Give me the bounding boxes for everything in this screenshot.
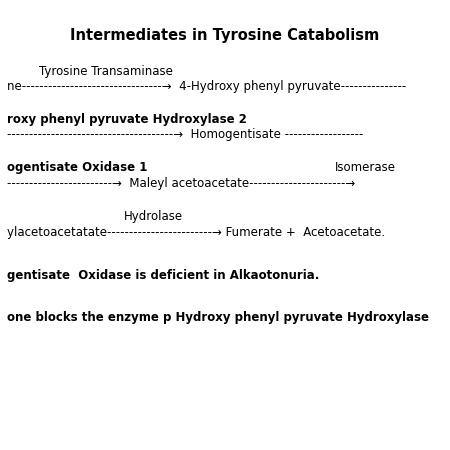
- Text: Isomerase: Isomerase: [335, 161, 396, 174]
- Text: ogentisate Oxidase 1: ogentisate Oxidase 1: [7, 161, 147, 174]
- Text: Intermediates in Tyrosine Catabolism: Intermediates in Tyrosine Catabolism: [70, 28, 380, 44]
- Text: ne--------------------------------→  4-Hydroxy phenyl pyruvate---------------: ne--------------------------------→ 4-Hy…: [7, 80, 406, 93]
- Text: gentisate  Oxidase is deficient in Alkaotonuria.: gentisate Oxidase is deficient in Alkaot…: [7, 269, 319, 282]
- Text: Tyrosine Transaminase: Tyrosine Transaminase: [39, 65, 173, 78]
- Text: ylacetoacetatate------------------------→ Fumerate +  Acetoacetate.: ylacetoacetatate------------------------…: [7, 226, 385, 239]
- Text: Hydrolase: Hydrolase: [123, 210, 183, 223]
- Text: roxy phenyl pyruvate Hydroxylase 2: roxy phenyl pyruvate Hydroxylase 2: [7, 112, 247, 126]
- Text: ------------------------→  Maleyl acetoacetate----------------------→: ------------------------→ Maleyl acetoac…: [7, 176, 355, 189]
- Text: one blocks the enzyme p Hydroxy phenyl pyruvate Hydroxylase: one blocks the enzyme p Hydroxy phenyl p…: [7, 310, 429, 324]
- Text: --------------------------------------→  Homogentisate ------------------: --------------------------------------→ …: [7, 128, 363, 141]
